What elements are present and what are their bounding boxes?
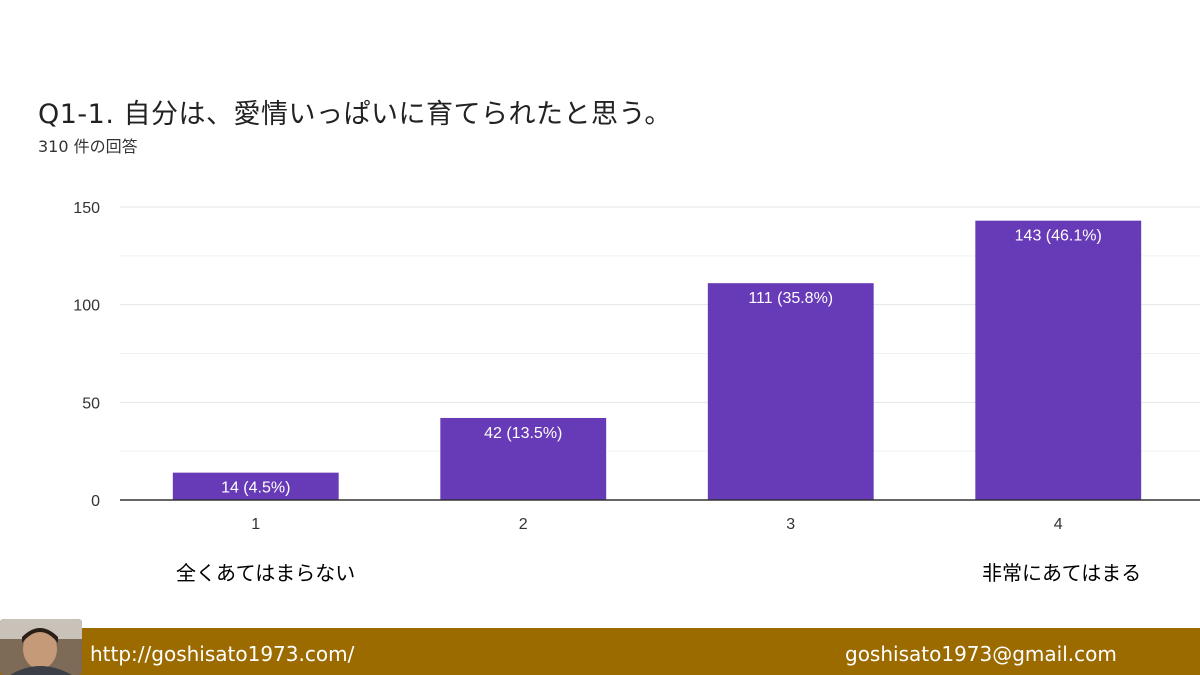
bar-data-label: 42 (13.5%) [484, 425, 562, 442]
bar-chart: 14 (4.5%) 42 (13.5%) 111 (35.8%) 143 (46.1%… [73, 200, 1200, 533]
bar [975, 220, 1142, 500]
footer-url-link[interactable]: http://goshisato1973.com/ [90, 642, 355, 666]
footer-email-link[interactable]: goshisato1973@gmail.com [845, 642, 1117, 666]
scale-high-label: 非常にあてはまる [982, 561, 1142, 585]
bar-data-label: 14 (4.5%) [221, 480, 290, 497]
data-labels: 14 (4.5%) 42 (13.5%) 111 (35.8%) 143 (46.1%… [221, 228, 1102, 497]
x-tick-label: 4 [1054, 516, 1063, 533]
x-tick-label: 2 [519, 516, 528, 533]
y-tick-label: 150 [73, 200, 100, 217]
y-tick-label: 50 [82, 395, 100, 412]
x-tick-label: 3 [786, 516, 795, 533]
y-tick-label: 100 [73, 298, 100, 315]
footer-bar [0, 628, 1200, 675]
axes: 0 50 100 150 1 2 3 4 [73, 200, 1200, 533]
bars [172, 220, 1142, 500]
y-tick-label: 0 [91, 493, 100, 510]
bar-data-label: 143 (46.1%) [1015, 228, 1102, 245]
response-count: 310 件の回答 [38, 137, 138, 156]
avatar [0, 619, 82, 675]
x-tick-label: 1 [251, 516, 260, 533]
bar-data-label: 111 (35.8%) [748, 290, 833, 307]
bar [707, 283, 874, 500]
bar [172, 472, 339, 500]
slide-title: Q1-1. 自分は、愛情いっぱいに育てられたと思う。 [38, 99, 672, 130]
bar [440, 417, 607, 500]
scale-low-label: 全くあてはまらない [176, 561, 356, 585]
